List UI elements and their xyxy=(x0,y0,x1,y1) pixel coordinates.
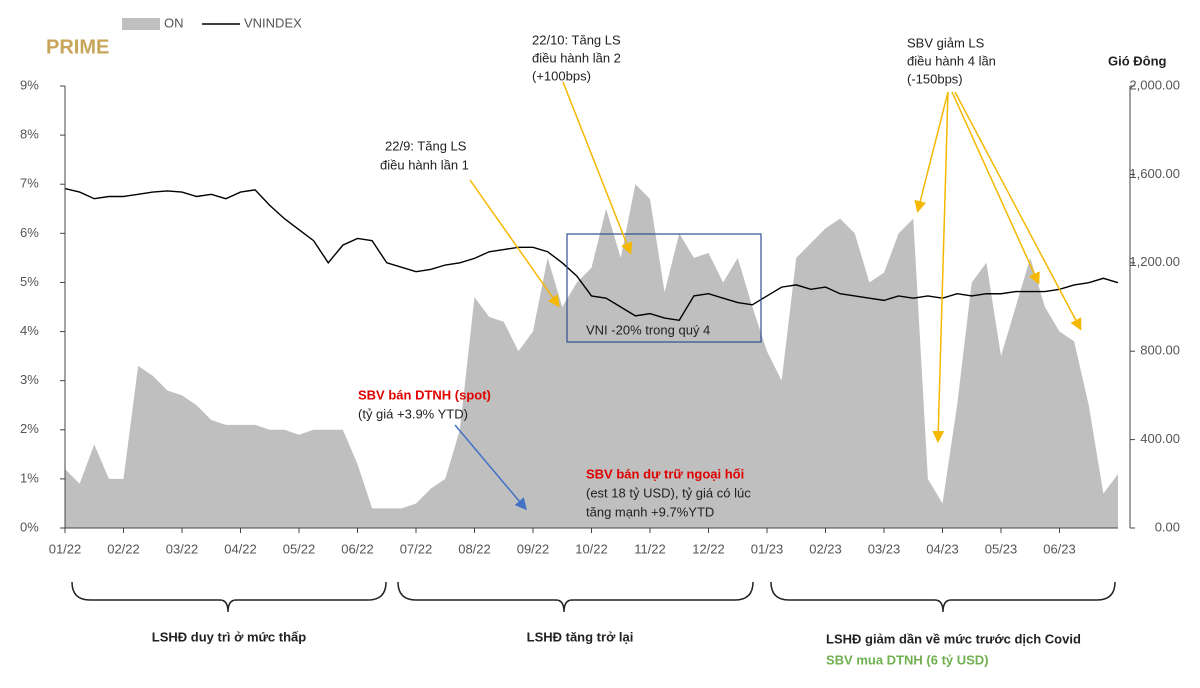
y-tick-label: 7% xyxy=(20,176,39,191)
y-tick-label: 0% xyxy=(20,519,39,534)
annotation: điều hành lần 1 xyxy=(380,157,469,172)
y-tick-label: 9% xyxy=(20,77,39,92)
y-tick-label: 1% xyxy=(20,470,39,485)
x-tick-label: 11/22 xyxy=(634,541,666,556)
annotation: (tỷ giá +3.9% YTD) xyxy=(358,406,468,421)
y2-tick-label: 2,000.00 xyxy=(1129,77,1180,92)
x-tick-label: 04/23 xyxy=(926,541,959,556)
arrows xyxy=(469,81,1082,443)
x-tick-label: 08/22 xyxy=(458,541,491,556)
y-tick-label: 8% xyxy=(20,127,39,142)
source: Gió Đông xyxy=(1108,53,1167,68)
x-tick-label: 03/22 xyxy=(166,541,199,556)
x-tick-label: 09/22 xyxy=(517,541,550,556)
y2-tick-label: 0.00 xyxy=(1155,519,1180,534)
y2-tick-label: 400.00 xyxy=(1140,431,1180,446)
annotation: (-150bps) xyxy=(907,71,963,86)
area xyxy=(65,184,1118,528)
annotation: điều hành 4 lần xyxy=(907,53,996,68)
x-tick-label: 03/23 xyxy=(868,541,901,556)
annotation: 22/10: Tăng LS xyxy=(532,32,621,47)
annotation: (est 18 tỷ USD), tỷ giá có lúc xyxy=(586,485,751,500)
x-tick-label: 05/22 xyxy=(283,541,316,556)
x-tick-label: 01/22 xyxy=(49,541,82,556)
period-label: SBV mua DTNH (6 tỷ USD) xyxy=(826,652,989,667)
y2-tick-label: 800.00 xyxy=(1140,343,1180,358)
highlight-box xyxy=(566,233,762,343)
x-tick-label: 05/23 xyxy=(985,541,1018,556)
x-tick-label: 12/22 xyxy=(692,541,725,556)
x-tick-label: 10/22 xyxy=(575,541,608,556)
arrow xyxy=(454,424,527,511)
y-tick-label: 2% xyxy=(20,421,39,436)
annotation: VNI -20% trong quý 4 xyxy=(586,322,710,337)
x-tick-label: 07/22 xyxy=(400,541,433,556)
period-label: LSHĐ tăng trở lại xyxy=(527,629,634,644)
brand: PRIME xyxy=(46,36,109,58)
period-label: LSHĐ giảm dần về mức trước dịch Covid xyxy=(826,631,1081,646)
annotation: 22/9: Tăng LS xyxy=(385,138,467,153)
y-tick-label: 5% xyxy=(20,274,39,289)
annotation: SBV bán dự trữ ngoại hối xyxy=(586,466,744,481)
x-tick-label: 01/23 xyxy=(751,541,784,556)
x-tick-label: 02/23 xyxy=(809,541,842,556)
legend-label: VNINDEX xyxy=(244,15,302,30)
annotation: tăng mạnh +9.7%YTD xyxy=(586,504,714,519)
braces xyxy=(71,581,1116,613)
legend: ON VNINDEX xyxy=(122,15,302,30)
annotation: SBV bán DTNH (spot) xyxy=(358,387,491,402)
y-tick-label: 3% xyxy=(20,372,39,387)
annotation: SBV giảm LS xyxy=(907,35,985,50)
y-tick-label: 6% xyxy=(20,225,39,240)
y2-tick-label: 1,600.00 xyxy=(1129,166,1180,181)
annotation: điều hành lần 2 xyxy=(532,50,621,65)
legend-swatch xyxy=(122,18,160,30)
period-label: LSHĐ duy trì ở mức thấp xyxy=(152,629,307,644)
y-tick-label: 4% xyxy=(20,323,39,338)
legend-label: ON xyxy=(164,15,184,30)
x-tick-label: 06/23 xyxy=(1043,541,1076,556)
annotation: (+100bps) xyxy=(532,68,591,83)
x-tick-label: 06/22 xyxy=(341,541,374,556)
y2-tick-label: 1,200.00 xyxy=(1129,254,1180,269)
x-tick-label: 04/22 xyxy=(224,541,257,556)
x-tick-label: 02/22 xyxy=(107,541,140,556)
